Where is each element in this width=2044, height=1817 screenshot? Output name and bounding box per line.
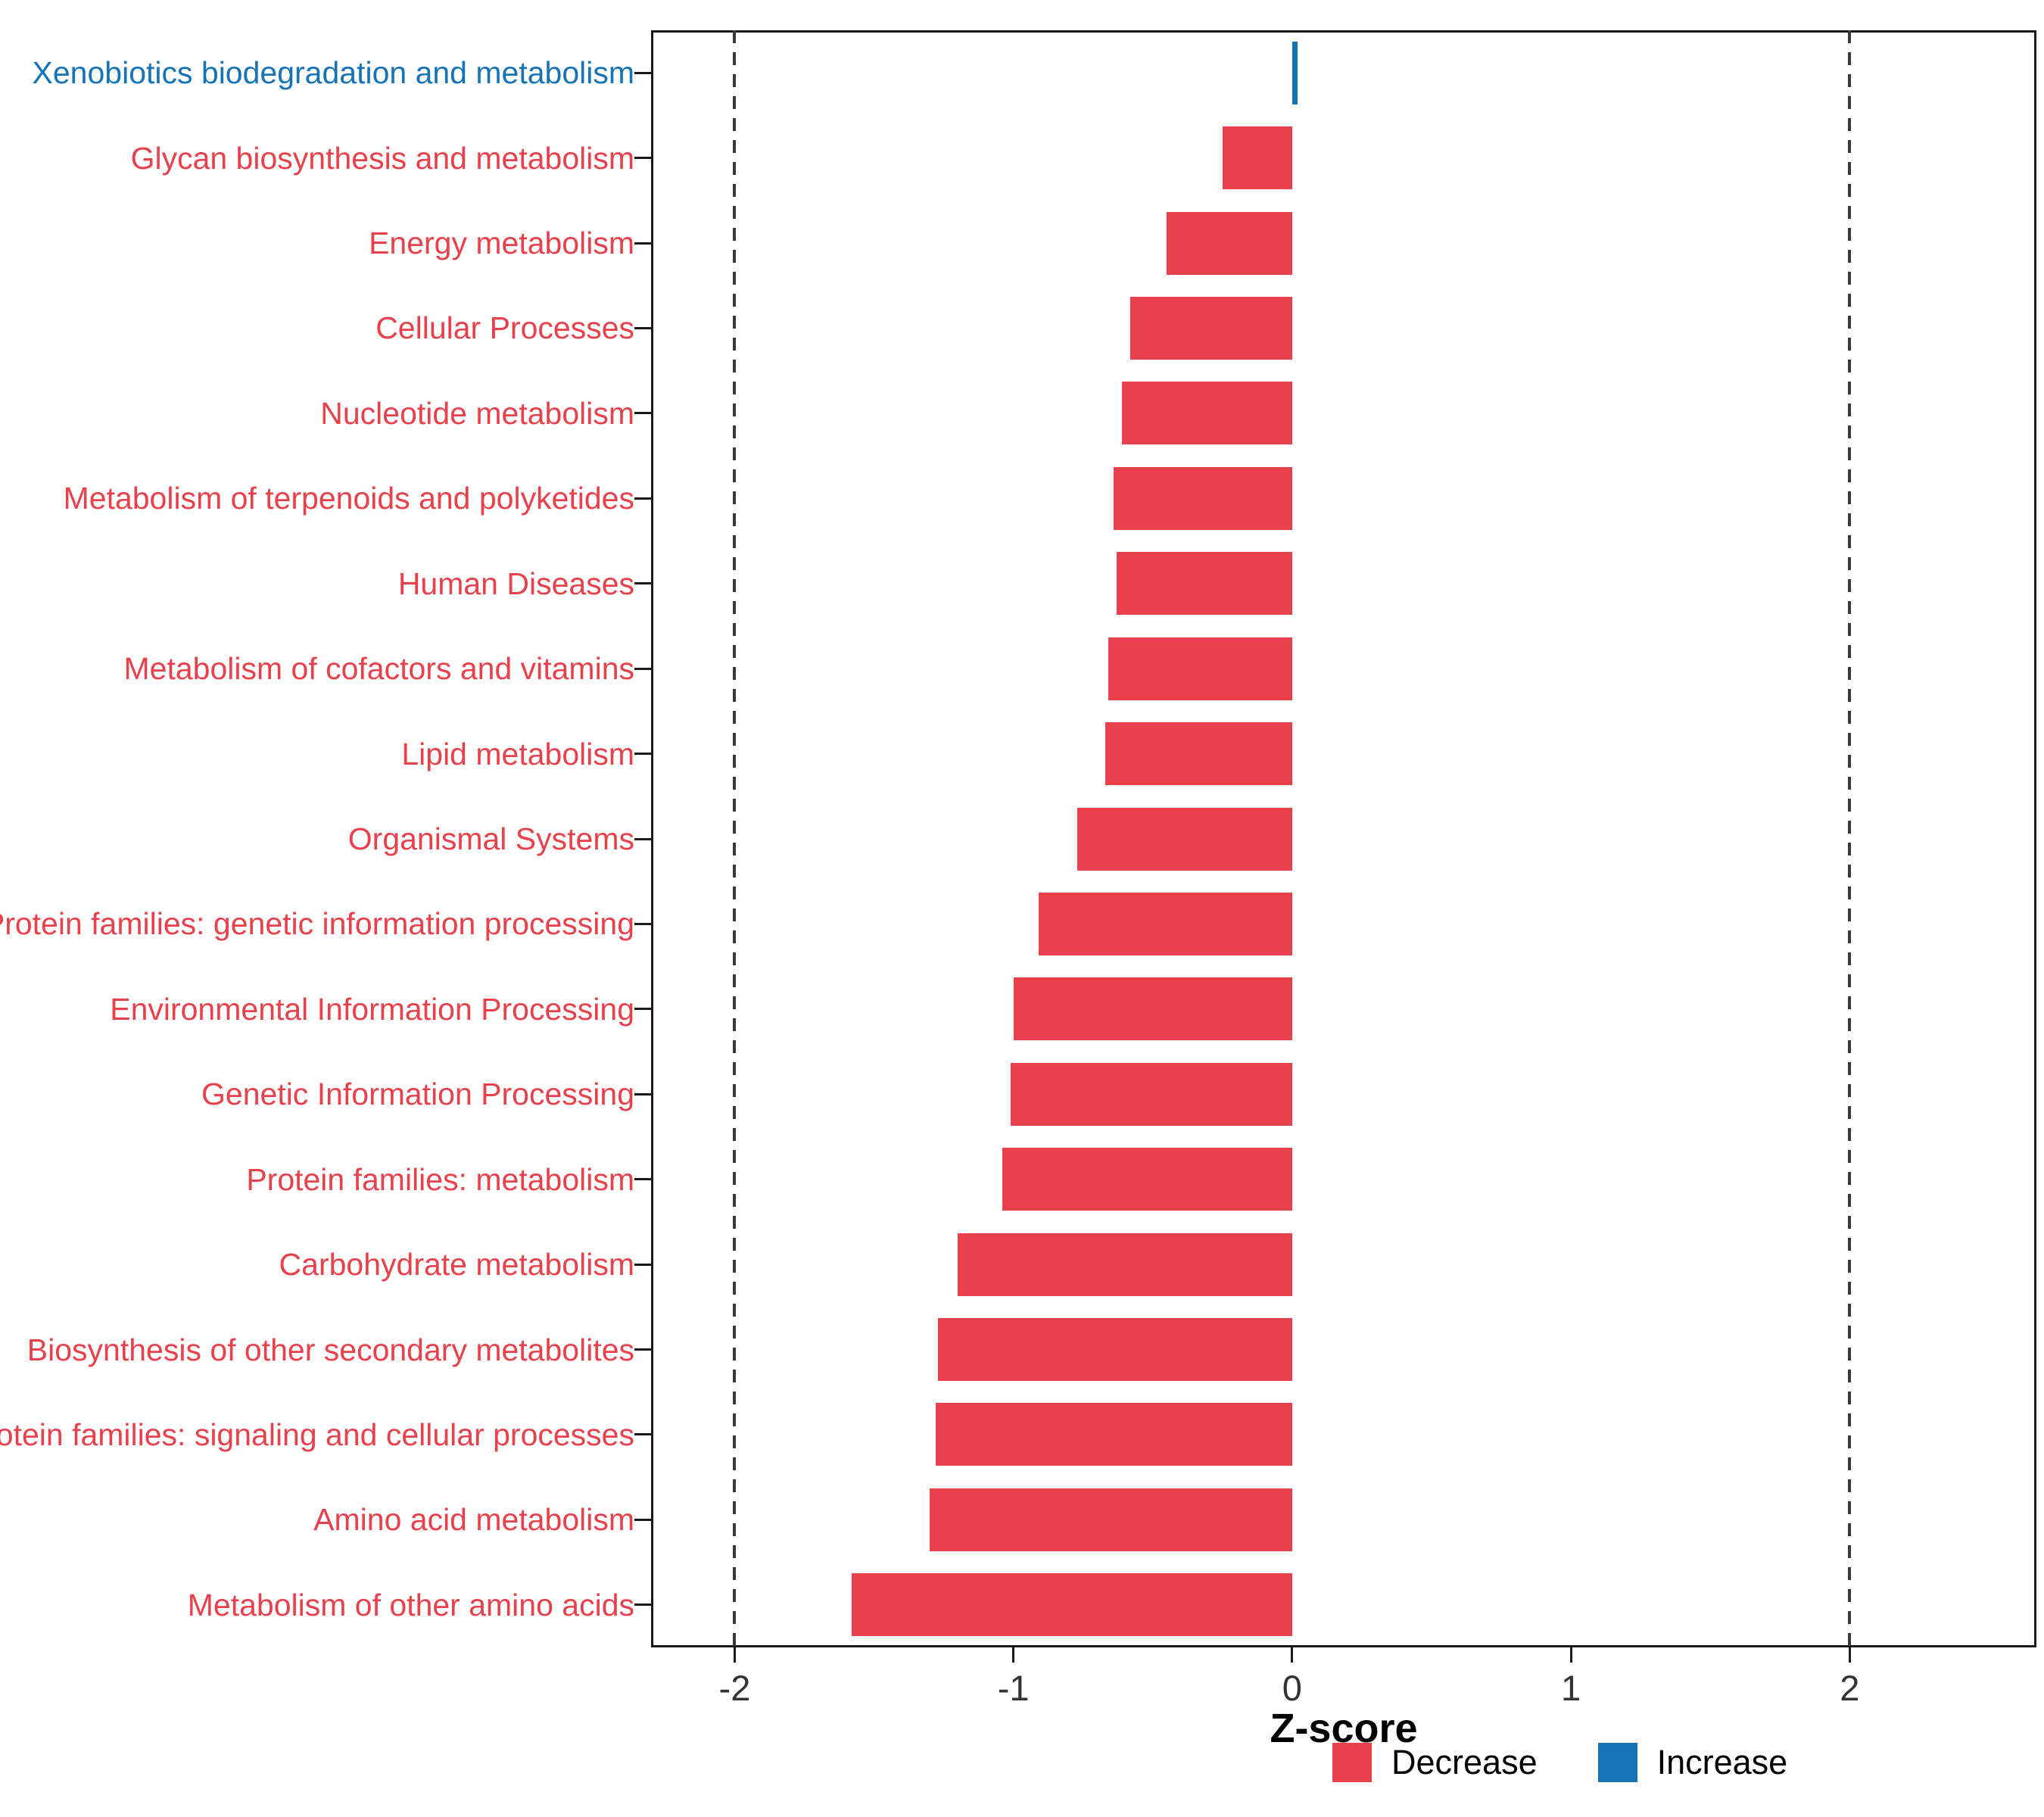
x-axis-tick xyxy=(1569,1647,1572,1663)
y-axis-label: Metabolism of terpenoids and polyketides xyxy=(63,481,634,516)
bar xyxy=(1292,41,1298,104)
y-axis-label: Xenobiotics biodegradation and metabolis… xyxy=(32,55,634,91)
x-axis-tick-label: 2 xyxy=(1840,1668,1860,1708)
y-axis-tick xyxy=(634,71,651,74)
y-axis-tick xyxy=(634,1518,651,1521)
bar xyxy=(935,1403,1292,1466)
bar xyxy=(1114,466,1292,530)
bar xyxy=(1222,126,1292,190)
x-axis-tick xyxy=(1291,1647,1294,1663)
y-axis-tick xyxy=(634,497,651,500)
y-axis-label: Lipid metabolism xyxy=(401,736,634,771)
legend-label: Decrease xyxy=(1391,1743,1538,1781)
decrease-swatch-icon xyxy=(1332,1743,1372,1782)
y-axis-tick xyxy=(634,753,651,756)
y-axis-tick xyxy=(634,1178,651,1181)
x-axis-tick-label: 1 xyxy=(1561,1668,1581,1708)
x-axis-tick xyxy=(1012,1647,1015,1663)
x-axis-tick-label: -2 xyxy=(718,1668,751,1708)
y-axis-tick xyxy=(634,412,651,415)
y-axis-label: Organismal Systems xyxy=(347,821,634,856)
y-axis-label: Genetic Information Processing xyxy=(201,1077,634,1112)
x-axis-tick xyxy=(733,1647,736,1663)
y-axis-label: Energy metabolism xyxy=(369,226,634,261)
y-axis-tick xyxy=(634,1008,651,1011)
y-axis-tick xyxy=(634,837,651,840)
bar xyxy=(958,1233,1292,1296)
bar xyxy=(1038,892,1292,955)
bar xyxy=(1108,637,1292,700)
threshold-dashed-line xyxy=(1848,30,1852,1647)
y-axis-label: Glycan biosynthesis and metabolism xyxy=(130,140,634,176)
bar xyxy=(938,1318,1292,1382)
y-axis-tick xyxy=(634,667,651,670)
x-axis-tick xyxy=(1848,1647,1851,1663)
bar xyxy=(1013,977,1292,1041)
y-axis-tick xyxy=(634,922,651,925)
plot-panel xyxy=(651,30,2036,1647)
legend: Decrease Increase xyxy=(1332,1743,1787,1782)
y-axis-tick xyxy=(634,157,651,160)
bar xyxy=(1116,552,1292,616)
bar xyxy=(1167,211,1292,275)
y-axis-label: Protein families: signaling and cellular… xyxy=(0,1417,634,1452)
x-axis-tick-label: 0 xyxy=(1282,1668,1302,1708)
x-axis-tick-label: -1 xyxy=(997,1668,1030,1708)
bar xyxy=(1077,807,1292,871)
increase-swatch-icon xyxy=(1597,1743,1637,1782)
y-axis-label: Metabolism of cofactors and vitamins xyxy=(123,651,635,687)
y-axis-label: Carbohydrate metabolism xyxy=(279,1247,634,1282)
y-axis-tick xyxy=(634,1348,651,1351)
y-axis-tick xyxy=(634,326,651,329)
y-axis-label: Human Diseases xyxy=(397,566,634,601)
legend-label: Increase xyxy=(1656,1743,1788,1781)
y-axis-tick xyxy=(634,1604,651,1607)
bar xyxy=(1122,382,1292,445)
y-axis-label: Environmental Information Processing xyxy=(110,991,634,1027)
bar xyxy=(1130,296,1292,360)
legend-item-increase: Increase xyxy=(1597,1743,1788,1782)
bar xyxy=(1002,1148,1292,1211)
bar xyxy=(930,1488,1292,1551)
y-axis-tick xyxy=(634,242,651,245)
legend-item-decrease: Decrease xyxy=(1332,1743,1538,1782)
bar xyxy=(1010,1062,1292,1126)
y-axis-label: Cellular Processes xyxy=(375,310,634,346)
y-axis-label: Metabolism of other amino acids xyxy=(187,1587,634,1622)
y-axis-label: Nucleotide metabolism xyxy=(320,395,634,431)
y-axis-label: Biosynthesis of other secondary metaboli… xyxy=(26,1332,634,1367)
y-axis-tick xyxy=(634,1433,651,1436)
bar xyxy=(1105,722,1292,786)
y-axis-label: Protein families: metabolism xyxy=(246,1161,634,1197)
threshold-dashed-line xyxy=(733,30,737,1647)
y-axis-tick xyxy=(634,1263,651,1266)
y-axis-tick xyxy=(634,582,651,585)
y-axis-tick xyxy=(634,1092,651,1095)
bar xyxy=(852,1573,1292,1637)
y-axis-label: Amino acid metabolism xyxy=(313,1502,634,1538)
y-axis-label: Protein families: genetic information pr… xyxy=(0,906,634,942)
